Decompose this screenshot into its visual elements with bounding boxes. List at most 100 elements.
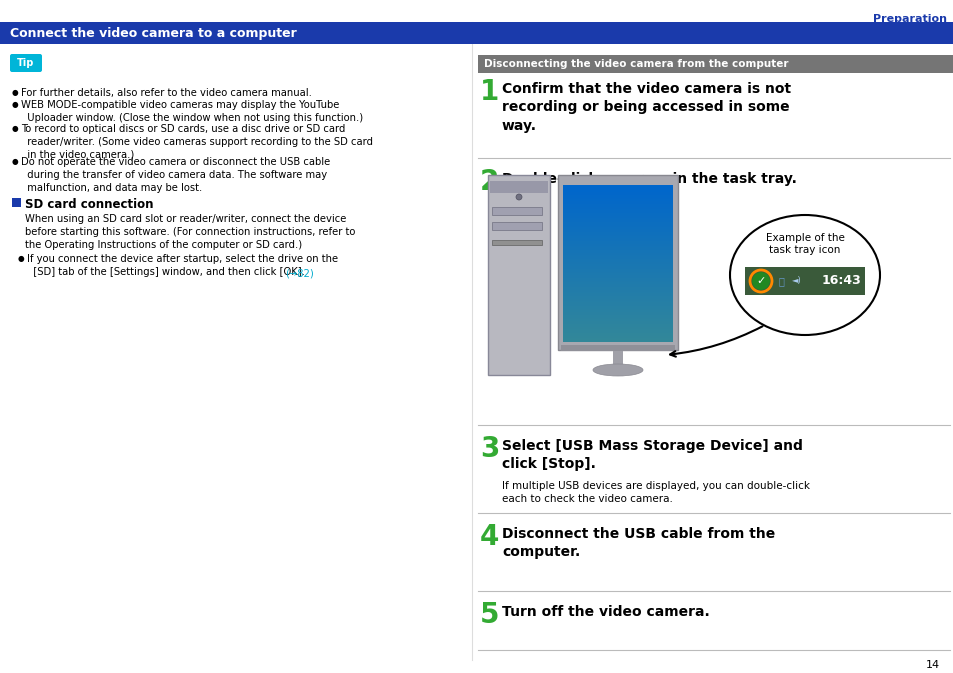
Bar — [562, 200, 672, 201]
Bar — [562, 235, 672, 236]
FancyBboxPatch shape — [488, 175, 550, 375]
Bar — [562, 337, 672, 338]
Bar — [562, 227, 672, 228]
Bar — [562, 252, 672, 253]
Bar — [562, 209, 672, 210]
Bar — [562, 257, 672, 258]
Bar — [562, 204, 672, 205]
Bar — [562, 212, 672, 213]
Bar — [562, 290, 672, 291]
Text: 5: 5 — [479, 601, 499, 629]
Bar — [562, 271, 672, 272]
Text: Select [USB Mass Storage Device] and
click [Stop].: Select [USB Mass Storage Device] and cli… — [501, 439, 802, 471]
Text: ●: ● — [12, 100, 19, 109]
Text: ●: ● — [18, 254, 25, 263]
FancyBboxPatch shape — [492, 240, 541, 245]
FancyBboxPatch shape — [558, 175, 678, 350]
Bar — [562, 219, 672, 220]
Bar — [562, 258, 672, 259]
Text: Turn off the video camera.: Turn off the video camera. — [501, 605, 709, 619]
Bar — [562, 322, 672, 323]
Text: WEB MODE-compatible video cameras may display the YouTube
  Uploader window. (Cl: WEB MODE-compatible video cameras may di… — [21, 100, 363, 122]
Text: If multiple USB devices are displayed, you can double-click
each to check the vi: If multiple USB devices are displayed, y… — [501, 481, 809, 504]
Bar — [562, 205, 672, 206]
Bar — [562, 307, 672, 308]
Bar — [562, 333, 672, 334]
Text: ●: ● — [12, 88, 19, 97]
Bar — [562, 300, 672, 301]
Bar — [562, 334, 672, 335]
Bar — [562, 253, 672, 254]
Bar — [562, 295, 672, 296]
Bar — [562, 335, 672, 336]
Bar — [562, 306, 672, 307]
Bar — [562, 282, 672, 283]
Bar — [562, 292, 672, 293]
Text: 3: 3 — [479, 435, 498, 463]
Bar — [562, 210, 672, 211]
Bar — [562, 270, 672, 271]
Bar — [562, 233, 672, 234]
Bar — [562, 316, 672, 317]
FancyBboxPatch shape — [10, 54, 42, 72]
Bar — [0, 22, 953, 44]
Text: (→82): (→82) — [285, 268, 314, 278]
Bar — [562, 230, 672, 231]
Bar — [562, 244, 672, 245]
Bar — [562, 294, 672, 295]
Circle shape — [516, 194, 521, 200]
Bar — [562, 325, 672, 326]
Bar — [562, 186, 672, 187]
Bar — [562, 289, 672, 290]
Bar — [562, 203, 672, 204]
Text: For further details, also refer to the video camera manual.: For further details, also refer to the v… — [21, 88, 312, 98]
Text: Do not operate the video camera or disconnect the USB cable
  during the transfe: Do not operate the video camera or disco… — [21, 157, 330, 192]
Bar — [562, 281, 672, 282]
Text: ✓: ✓ — [756, 276, 765, 286]
Bar — [562, 263, 672, 264]
Bar — [562, 217, 672, 218]
Bar — [562, 190, 672, 191]
Text: Double-click      or      in the task tray.: Double-click or in the task tray. — [501, 172, 796, 186]
Bar — [562, 226, 672, 227]
Text: To record to optical discs or SD cards, use a disc drive or SD card
  reader/wri: To record to optical discs or SD cards, … — [21, 124, 373, 160]
Bar — [562, 206, 672, 207]
Bar — [562, 196, 672, 197]
Bar — [562, 321, 672, 322]
Bar — [562, 285, 672, 286]
Bar — [562, 237, 672, 238]
Bar — [562, 236, 672, 237]
Bar — [562, 279, 672, 280]
Bar — [562, 273, 672, 274]
Bar — [562, 315, 672, 316]
Bar — [562, 319, 672, 320]
Text: 1: 1 — [479, 78, 498, 106]
Bar — [562, 323, 672, 324]
Bar — [562, 299, 672, 300]
Bar — [490, 181, 547, 193]
Text: Example of the
task tray icon: Example of the task tray icon — [764, 233, 843, 255]
Bar — [562, 259, 672, 260]
Bar — [562, 185, 672, 186]
Bar — [562, 255, 672, 256]
Bar — [562, 317, 672, 318]
Text: Preparation: Preparation — [872, 14, 946, 24]
Bar — [562, 248, 672, 249]
Bar — [562, 234, 672, 235]
Bar — [562, 304, 672, 305]
Bar — [562, 214, 672, 215]
Text: SD card connection: SD card connection — [25, 198, 153, 211]
Bar — [562, 254, 672, 255]
Bar — [562, 341, 672, 342]
Text: Connect the video camera to a computer: Connect the video camera to a computer — [10, 26, 296, 40]
Bar — [562, 250, 672, 251]
Bar — [562, 328, 672, 329]
Bar — [562, 331, 672, 332]
FancyBboxPatch shape — [492, 207, 541, 215]
Bar — [562, 324, 672, 325]
Bar — [562, 339, 672, 340]
Bar — [562, 221, 672, 222]
Bar — [562, 266, 672, 267]
Bar — [477, 55, 953, 73]
Bar — [562, 247, 672, 248]
